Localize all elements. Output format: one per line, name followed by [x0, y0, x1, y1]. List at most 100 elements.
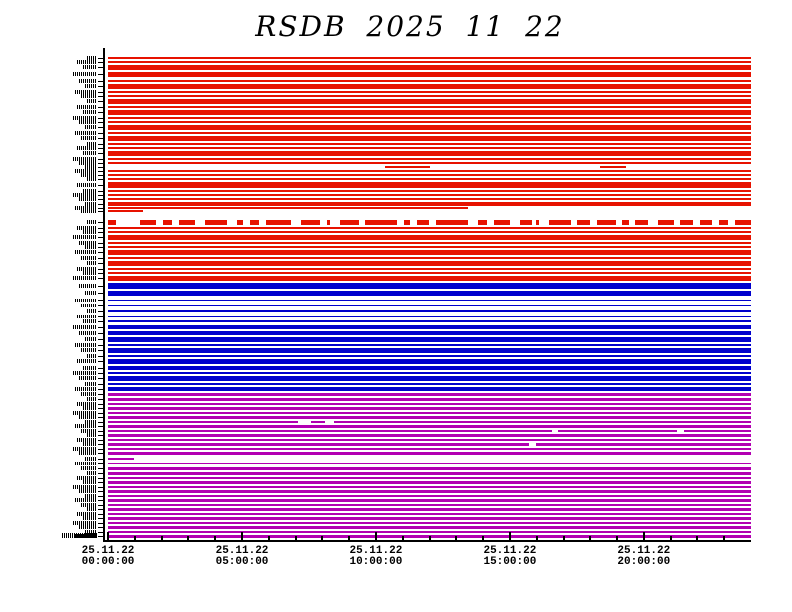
channel-label — [77, 146, 96, 150]
channel-data-row — [108, 393, 751, 396]
channel-data-row — [108, 467, 751, 470]
channel-data-row — [108, 490, 751, 493]
channel-tick — [98, 204, 104, 205]
channel-data-row — [108, 495, 751, 497]
channel-data-row — [108, 331, 751, 335]
channel-label — [87, 471, 96, 475]
data-segment — [416, 220, 430, 225]
channel-tick — [98, 293, 104, 294]
channel-tick — [98, 247, 104, 248]
channel-tick — [98, 518, 104, 519]
data-segment — [108, 220, 116, 225]
channel-label — [75, 462, 96, 465]
x-tick-label: 25.11.22 05:00:00 — [197, 546, 287, 568]
channel-tick — [98, 345, 104, 346]
channel-data-row — [108, 283, 751, 289]
channel-label — [85, 420, 96, 424]
channel-label — [85, 165, 96, 169]
channel-label — [87, 397, 96, 401]
data-segment — [384, 166, 430, 168]
channel-tick — [98, 389, 104, 390]
x-minor-tick — [696, 536, 699, 540]
data-segment — [622, 220, 629, 225]
channel-data-row — [108, 147, 751, 149]
channel-label — [87, 177, 96, 181]
channel-data-row — [108, 463, 751, 464]
channel-tick — [98, 163, 104, 164]
channel-tick — [98, 159, 104, 160]
channel-tick — [98, 138, 104, 139]
channel-tick — [98, 435, 104, 436]
x-minor-tick — [428, 536, 431, 540]
channel-data-row — [108, 166, 751, 168]
data-segment — [734, 220, 751, 225]
channel-tick — [98, 459, 104, 460]
channel-label — [85, 457, 96, 461]
channel-tick — [98, 148, 104, 149]
data-segment — [477, 220, 488, 225]
channel-tick — [98, 273, 104, 274]
channel-tick — [98, 286, 104, 287]
channel-label — [83, 65, 96, 69]
channel-label — [87, 142, 96, 146]
channel-data-row — [108, 430, 751, 432]
data-segment — [108, 421, 298, 423]
channel-tick — [98, 208, 104, 209]
x-axis-line — [103, 540, 751, 542]
channel-tick — [98, 195, 104, 196]
channel-tick — [98, 127, 104, 128]
y-axis-line — [103, 48, 105, 542]
channel-label — [77, 512, 96, 516]
channel-tick — [98, 311, 104, 312]
channel-data-row — [108, 458, 751, 460]
data-segment — [596, 220, 616, 225]
channel-tick — [98, 179, 104, 180]
channel-label — [77, 402, 96, 406]
channel-tick — [98, 316, 104, 317]
channel-tick — [98, 211, 104, 212]
channel-label — [81, 348, 96, 352]
channel-tick — [98, 473, 104, 474]
channel-tick — [98, 453, 104, 454]
channel-data-row — [108, 376, 751, 381]
data-segment — [108, 430, 552, 432]
channel-tick — [98, 468, 104, 469]
channel-data-row — [108, 198, 751, 200]
data-segment — [140, 220, 157, 225]
channel-tick — [98, 482, 104, 483]
channel-tick — [98, 237, 104, 238]
channel-tick — [98, 167, 104, 168]
x-tick-label-date: 25.11.22 — [617, 545, 671, 557]
channel-tick — [98, 422, 104, 423]
channel-tick — [98, 81, 104, 82]
channel-label — [87, 354, 96, 358]
channel-label — [79, 376, 96, 380]
channel-data-row — [108, 95, 751, 97]
channel-data-row — [108, 110, 751, 115]
channel-data-row — [108, 348, 751, 353]
channel-label — [85, 202, 96, 206]
channel-tick — [98, 384, 104, 385]
channel-tick — [98, 426, 104, 427]
channel-label — [75, 424, 96, 428]
data-segment — [577, 220, 591, 225]
x-minor-tick — [187, 536, 190, 540]
channel-data-row — [108, 170, 751, 172]
channel-tick — [98, 153, 104, 154]
channel-label — [75, 299, 96, 302]
x-minor-tick — [723, 536, 726, 540]
channel-tick — [98, 133, 104, 134]
channel-tick — [98, 463, 104, 464]
data-segment — [635, 220, 649, 225]
channel-data-row — [108, 261, 751, 266]
x-major-tick — [642, 532, 645, 540]
x-tick-label-date: 25.11.22 — [215, 545, 269, 557]
channel-label — [77, 60, 96, 64]
channel-label — [77, 315, 96, 318]
channel-tick — [98, 408, 104, 409]
channel-tick — [98, 96, 104, 97]
channel-data-row — [108, 210, 751, 212]
channel-label — [79, 79, 96, 83]
channel-label — [73, 116, 96, 120]
channel-label — [83, 442, 96, 446]
